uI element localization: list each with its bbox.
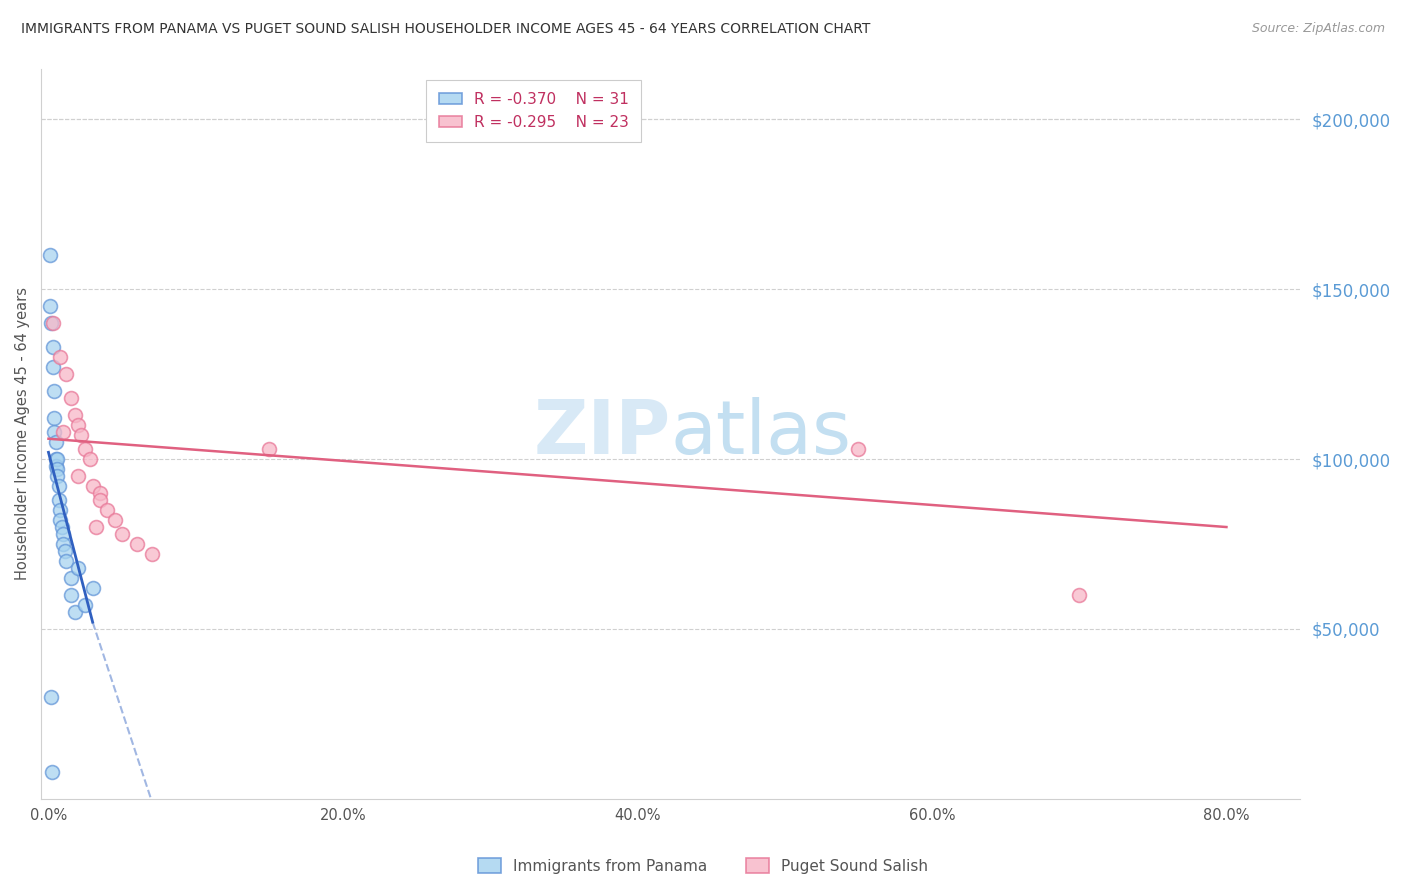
Text: IMMIGRANTS FROM PANAMA VS PUGET SOUND SALISH HOUSEHOLDER INCOME AGES 45 - 64 YEA: IMMIGRANTS FROM PANAMA VS PUGET SOUND SA… <box>21 22 870 37</box>
Point <box>59 588 82 602</box>
Point <box>52 425 75 439</box>
Point <box>52 537 75 551</box>
Point <box>82 581 104 595</box>
Point <box>48 492 70 507</box>
Point <box>55 368 77 382</box>
Point <box>42 340 65 354</box>
Point <box>42 360 65 375</box>
Point <box>41 764 63 779</box>
Text: ZIP: ZIP <box>533 397 671 470</box>
Point <box>59 391 82 405</box>
Point <box>111 526 134 541</box>
Point <box>125 537 148 551</box>
Point <box>45 435 67 450</box>
Point <box>66 561 89 575</box>
Point <box>70 428 93 442</box>
Point <box>75 598 97 612</box>
Point <box>89 492 111 507</box>
Point <box>59 571 82 585</box>
Point <box>39 299 62 313</box>
Point <box>46 452 69 467</box>
Point <box>45 458 67 473</box>
Point <box>66 418 89 433</box>
Point <box>79 452 101 467</box>
Point <box>44 384 66 399</box>
Point <box>49 350 72 364</box>
Point <box>46 462 69 476</box>
Point <box>45 452 67 467</box>
Text: atlas: atlas <box>671 397 852 470</box>
Point <box>84 520 107 534</box>
Point <box>49 503 72 517</box>
Point <box>846 442 869 456</box>
Point <box>259 442 281 456</box>
Legend: R = -0.370    N = 31, R = -0.295    N = 23: R = -0.370 N = 31, R = -0.295 N = 23 <box>426 79 641 142</box>
Point <box>39 248 62 262</box>
Point <box>63 605 86 619</box>
Point <box>63 408 86 422</box>
Point <box>96 503 118 517</box>
Point <box>89 486 111 500</box>
Point <box>44 425 66 439</box>
Point <box>49 513 72 527</box>
Point <box>82 479 104 493</box>
Point <box>42 316 65 330</box>
Legend: Immigrants from Panama, Puget Sound Salish: Immigrants from Panama, Puget Sound Sali… <box>472 852 934 880</box>
Point <box>141 547 163 561</box>
Point <box>66 469 89 483</box>
Point <box>75 442 97 456</box>
Point <box>41 316 63 330</box>
Point <box>39 690 62 704</box>
Point <box>48 479 70 493</box>
Point <box>53 544 76 558</box>
Point <box>44 411 66 425</box>
Y-axis label: Householder Income Ages 45 - 64 years: Householder Income Ages 45 - 64 years <box>15 287 30 580</box>
Point <box>52 526 75 541</box>
Point <box>51 520 73 534</box>
Point <box>104 513 127 527</box>
Point <box>46 469 69 483</box>
Text: Source: ZipAtlas.com: Source: ZipAtlas.com <box>1251 22 1385 36</box>
Point <box>55 554 77 568</box>
Point <box>1069 588 1091 602</box>
